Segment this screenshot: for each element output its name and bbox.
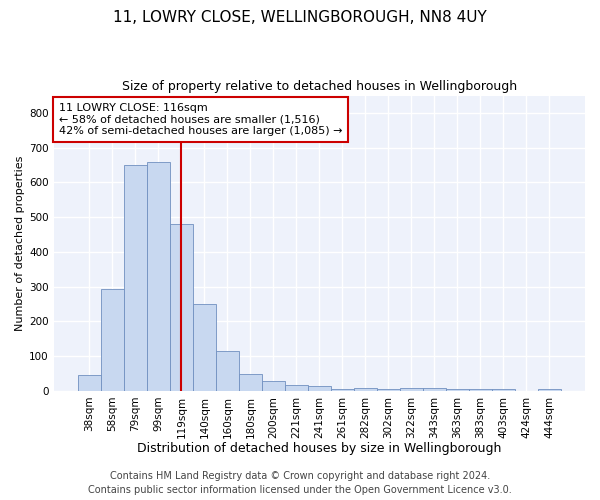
Text: 11 LOWRY CLOSE: 116sqm
← 58% of detached houses are smaller (1,516)
42% of semi-: 11 LOWRY CLOSE: 116sqm ← 58% of detached…: [59, 103, 343, 136]
Bar: [262, 382, 285, 391]
Title: Size of property relative to detached houses in Wellingborough: Size of property relative to detached ho…: [122, 80, 517, 93]
Bar: [239, 374, 262, 391]
Bar: [193, 304, 216, 391]
Bar: [331, 389, 354, 391]
Bar: [354, 388, 377, 391]
Bar: [285, 385, 308, 391]
Bar: [469, 389, 492, 391]
Bar: [308, 386, 331, 391]
Bar: [492, 389, 515, 391]
Y-axis label: Number of detached properties: Number of detached properties: [15, 156, 25, 331]
Bar: [446, 389, 469, 391]
X-axis label: Distribution of detached houses by size in Wellingborough: Distribution of detached houses by size …: [137, 442, 502, 455]
Bar: [101, 289, 124, 391]
Bar: [147, 162, 170, 391]
Text: Contains HM Land Registry data © Crown copyright and database right 2024.
Contai: Contains HM Land Registry data © Crown c…: [88, 471, 512, 495]
Bar: [400, 388, 423, 391]
Text: 11, LOWRY CLOSE, WELLINGBOROUGH, NN8 4UY: 11, LOWRY CLOSE, WELLINGBOROUGH, NN8 4UY: [113, 10, 487, 25]
Bar: [124, 165, 147, 391]
Bar: [377, 389, 400, 391]
Bar: [216, 351, 239, 391]
Bar: [170, 224, 193, 391]
Bar: [423, 388, 446, 391]
Bar: [538, 389, 561, 391]
Bar: [78, 375, 101, 391]
